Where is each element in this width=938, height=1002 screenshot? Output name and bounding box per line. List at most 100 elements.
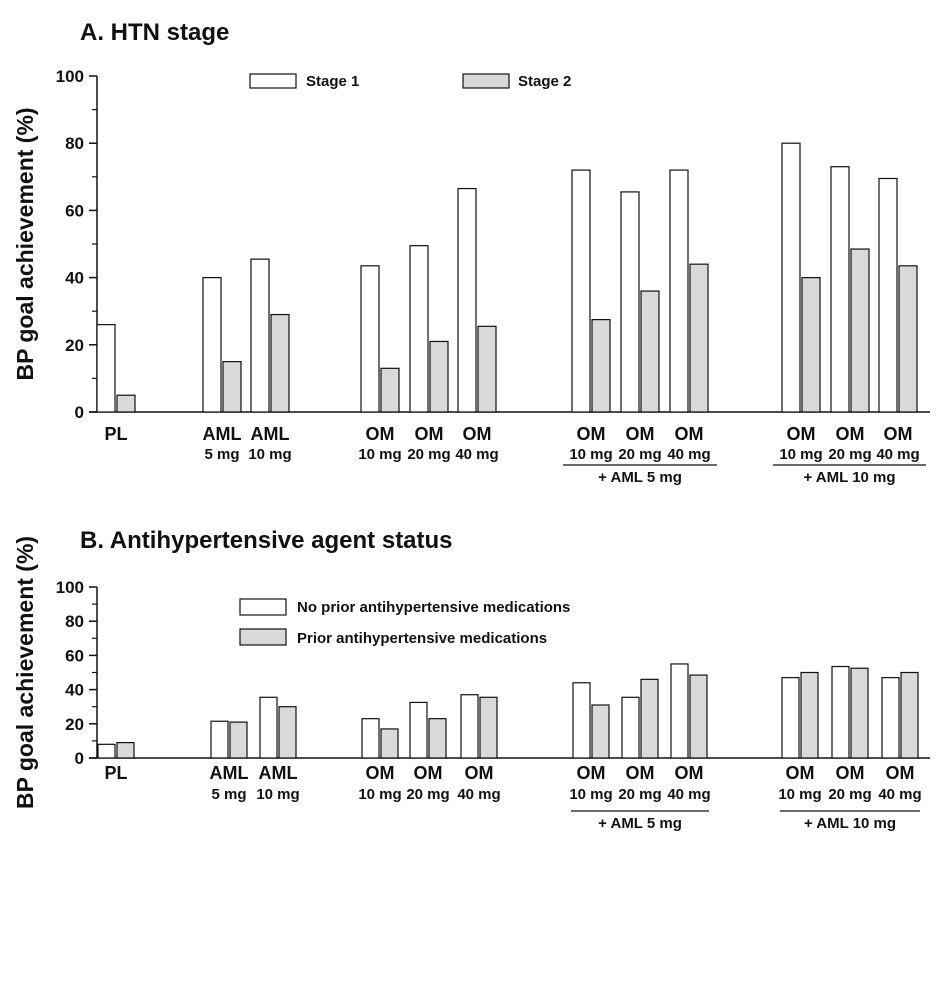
y-tick-label: 0	[75, 403, 84, 422]
bar-series-2	[641, 291, 659, 412]
bar-series-2	[279, 707, 296, 758]
x-category-label: OM	[366, 763, 395, 783]
x-category-label: OM	[836, 424, 865, 444]
bar-series-2	[851, 668, 868, 758]
bar-series-1	[621, 192, 639, 412]
x-category-label: OM	[786, 763, 815, 783]
chart-title-a: A. HTN stage	[80, 19, 229, 46]
x-category-label: OM	[884, 424, 913, 444]
bar-series-2	[899, 266, 917, 412]
bar-series-1	[260, 697, 277, 758]
x-category-label: OM	[415, 424, 444, 444]
bar-series-1	[879, 178, 897, 412]
x-category-sublabel: 40 mg	[876, 446, 919, 463]
y-tick-label: 80	[65, 612, 84, 631]
bar-series-1	[782, 143, 800, 412]
bar-series-2	[430, 341, 448, 412]
bar-series-1	[203, 278, 221, 412]
bar-series-1	[410, 246, 428, 412]
y-tick-label: 80	[65, 134, 84, 153]
x-category-sublabel: 10 mg	[778, 786, 821, 803]
x-category-sublabel: 10 mg	[569, 446, 612, 463]
legend-swatch	[240, 629, 286, 645]
x-category-sublabel: 20 mg	[828, 786, 871, 803]
x-category-sublabel: 10 mg	[569, 786, 612, 803]
x-category-label: PL	[104, 763, 127, 783]
legend-label: Stage 1	[306, 73, 359, 90]
x-category-label: OM	[787, 424, 816, 444]
bar-series-2	[901, 673, 918, 759]
x-category-sublabel: 40 mg	[455, 446, 498, 463]
bar-series-1	[573, 683, 590, 758]
legend-swatch	[463, 74, 509, 88]
x-category-label: OM	[463, 424, 492, 444]
bar-series-1	[98, 744, 115, 758]
bar-series-2	[690, 264, 708, 412]
bar-series-1	[251, 259, 269, 412]
group-label: + AML 5 mg	[598, 469, 682, 486]
bar-series-1	[671, 664, 688, 758]
x-category-sublabel: 20 mg	[406, 786, 449, 803]
bar-series-2	[802, 278, 820, 412]
bar-series-2	[429, 719, 446, 758]
x-category-sublabel: 10 mg	[779, 446, 822, 463]
bar-series-2	[223, 362, 241, 412]
bar-series-1	[211, 721, 228, 758]
group-label: + AML 10 mg	[804, 815, 896, 832]
bar-series-2	[801, 673, 818, 759]
x-category-sublabel: 20 mg	[618, 786, 661, 803]
x-category-sublabel: 5 mg	[211, 786, 246, 803]
y-tick-label: 60	[65, 201, 84, 220]
x-category-sublabel: 5 mg	[204, 446, 239, 463]
bar-series-2	[117, 395, 135, 412]
x-category-sublabel: 40 mg	[667, 786, 710, 803]
legend-label: Stage 2	[518, 73, 571, 90]
bar-series-1	[782, 678, 799, 758]
bar-series-2	[381, 729, 398, 758]
legend-label: No prior antihypertensive medications	[297, 599, 570, 616]
bar-series-1	[832, 667, 849, 758]
y-axis-label-b: BP goal achievement (%)	[12, 536, 38, 809]
x-category-label: OM	[675, 763, 704, 783]
x-category-label: OM	[675, 424, 704, 444]
y-tick-label: 20	[65, 336, 84, 355]
chart-title-b: B. Antihypertensive agent status	[80, 527, 453, 554]
group-label: + AML 5 mg	[598, 815, 682, 832]
x-category-label: OM	[626, 763, 655, 783]
y-tick-label: 0	[75, 749, 84, 768]
x-category-sublabel: 10 mg	[256, 786, 299, 803]
y-tick-label: 100	[56, 67, 84, 86]
legend-swatch	[250, 74, 296, 88]
bar-series-1	[361, 266, 379, 412]
x-category-sublabel: 20 mg	[407, 446, 450, 463]
x-category-label: AML	[210, 763, 249, 783]
group-label: + AML 10 mg	[803, 469, 895, 486]
bar-series-2	[117, 743, 134, 758]
x-category-sublabel: 20 mg	[828, 446, 871, 463]
x-category-label: OM	[465, 763, 494, 783]
x-category-label: AML	[259, 763, 298, 783]
x-category-label: AML	[203, 424, 242, 444]
bar-series-2	[271, 315, 289, 412]
y-tick-label: 60	[65, 646, 84, 665]
legend-swatch	[240, 599, 286, 615]
bar-series-2	[230, 722, 247, 758]
bar-series-2	[592, 320, 610, 412]
y-axis-label-a: BP goal achievement (%)	[12, 107, 38, 380]
x-category-sublabel: 10 mg	[248, 446, 291, 463]
bar-series-1	[622, 697, 639, 758]
bar-series-2	[690, 675, 707, 758]
x-category-label: OM	[886, 763, 915, 783]
bar-series-1	[97, 325, 115, 412]
bar-series-1	[410, 702, 427, 758]
bar-series-2	[480, 697, 497, 758]
bar-series-1	[461, 695, 478, 758]
legend-label: Prior antihypertensive medications	[297, 630, 547, 647]
bar-series-1	[670, 170, 688, 412]
bar-series-1	[458, 189, 476, 412]
y-tick-label: 20	[65, 715, 84, 734]
y-tick-label: 40	[65, 681, 84, 700]
x-category-label: OM	[366, 424, 395, 444]
bar-series-1	[882, 678, 899, 758]
